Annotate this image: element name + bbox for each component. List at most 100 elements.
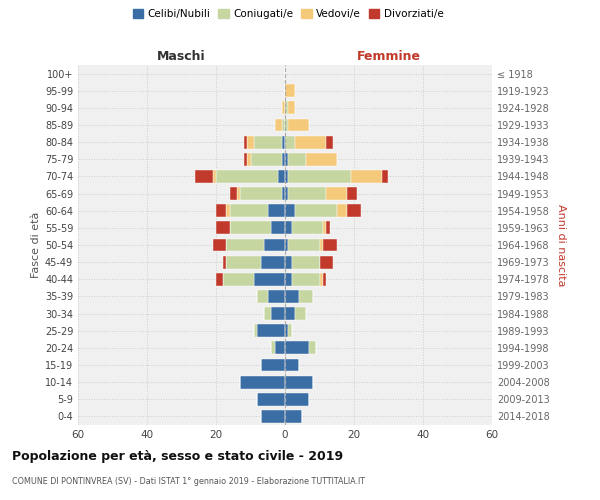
- Bar: [320, 256, 334, 268]
- Bar: [240, 376, 285, 388]
- Bar: [289, 153, 306, 166]
- Bar: [285, 307, 295, 320]
- Bar: [285, 84, 295, 97]
- Bar: [226, 238, 265, 252]
- Bar: [299, 290, 313, 303]
- Bar: [216, 222, 230, 234]
- Bar: [281, 102, 285, 114]
- Bar: [261, 256, 285, 268]
- Bar: [289, 102, 295, 114]
- Bar: [254, 324, 257, 337]
- Bar: [285, 222, 292, 234]
- Bar: [212, 238, 226, 252]
- Bar: [323, 273, 326, 285]
- Bar: [285, 136, 295, 148]
- Bar: [285, 102, 289, 114]
- Bar: [216, 204, 226, 217]
- Bar: [244, 153, 247, 166]
- Text: COMUNE DI PONTINVREA (SV) - Dati ISTAT 1° gennaio 2019 - Elaborazione TUTTITALIA: COMUNE DI PONTINVREA (SV) - Dati ISTAT 1…: [12, 478, 365, 486]
- Bar: [271, 342, 275, 354]
- Bar: [292, 222, 323, 234]
- Bar: [216, 170, 278, 183]
- Bar: [230, 204, 268, 217]
- Y-axis label: Fasce di età: Fasce di età: [31, 212, 41, 278]
- Bar: [285, 410, 302, 423]
- Bar: [289, 118, 309, 132]
- Bar: [226, 256, 261, 268]
- Bar: [281, 153, 285, 166]
- Bar: [285, 170, 289, 183]
- Bar: [216, 273, 223, 285]
- Bar: [289, 187, 326, 200]
- Bar: [261, 358, 285, 372]
- Bar: [309, 342, 316, 354]
- Legend: Celibi/Nubili, Coniugati/e, Vedovi/e, Divorziati/e: Celibi/Nubili, Coniugati/e, Vedovi/e, Di…: [128, 5, 448, 24]
- Bar: [289, 170, 350, 183]
- Bar: [268, 204, 285, 217]
- Bar: [289, 238, 320, 252]
- Bar: [212, 170, 216, 183]
- Bar: [292, 273, 320, 285]
- Bar: [295, 136, 326, 148]
- Bar: [223, 273, 254, 285]
- Bar: [295, 307, 306, 320]
- Bar: [320, 273, 323, 285]
- Bar: [382, 170, 389, 183]
- Bar: [265, 307, 271, 320]
- Bar: [285, 187, 289, 200]
- Bar: [271, 307, 285, 320]
- Bar: [285, 358, 299, 372]
- Bar: [350, 170, 382, 183]
- Bar: [254, 136, 281, 148]
- Bar: [285, 238, 289, 252]
- Bar: [292, 256, 320, 268]
- Bar: [289, 324, 292, 337]
- Bar: [281, 187, 285, 200]
- Text: Femmine: Femmine: [356, 50, 421, 62]
- Bar: [326, 187, 347, 200]
- Bar: [285, 118, 289, 132]
- Bar: [323, 238, 337, 252]
- Bar: [251, 153, 281, 166]
- Bar: [247, 136, 254, 148]
- Bar: [285, 256, 292, 268]
- Bar: [281, 118, 285, 132]
- Bar: [240, 187, 281, 200]
- Bar: [230, 222, 271, 234]
- Bar: [261, 410, 285, 423]
- Bar: [268, 290, 285, 303]
- Bar: [275, 118, 281, 132]
- Bar: [347, 204, 361, 217]
- Bar: [347, 187, 358, 200]
- Bar: [285, 342, 309, 354]
- Bar: [295, 204, 337, 217]
- Bar: [285, 376, 313, 388]
- Bar: [326, 136, 334, 148]
- Bar: [281, 136, 285, 148]
- Text: Popolazione per età, sesso e stato civile - 2019: Popolazione per età, sesso e stato civil…: [12, 450, 343, 463]
- Bar: [230, 187, 237, 200]
- Bar: [323, 222, 326, 234]
- Bar: [306, 153, 337, 166]
- Bar: [285, 324, 289, 337]
- Bar: [244, 136, 247, 148]
- Bar: [278, 170, 285, 183]
- Bar: [237, 187, 240, 200]
- Y-axis label: Anni di nascita: Anni di nascita: [556, 204, 566, 286]
- Bar: [271, 222, 285, 234]
- Bar: [257, 324, 285, 337]
- Bar: [254, 273, 285, 285]
- Bar: [247, 153, 251, 166]
- Bar: [257, 290, 268, 303]
- Bar: [196, 170, 212, 183]
- Bar: [275, 342, 285, 354]
- Bar: [257, 393, 285, 406]
- Bar: [265, 238, 285, 252]
- Bar: [285, 153, 289, 166]
- Bar: [320, 238, 323, 252]
- Bar: [285, 290, 299, 303]
- Bar: [223, 256, 226, 268]
- Text: Maschi: Maschi: [157, 50, 206, 62]
- Bar: [226, 204, 230, 217]
- Bar: [326, 222, 330, 234]
